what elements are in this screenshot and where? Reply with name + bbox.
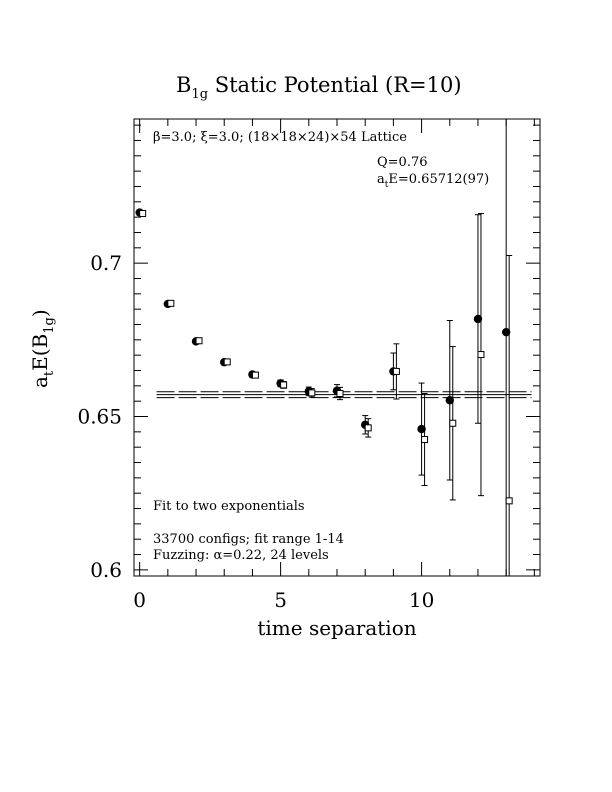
- fuzzing-annotation: Fuzzing: α=0.22, 24 levels: [153, 548, 329, 563]
- square-marker: [139, 209, 147, 217]
- x-tick-label: 10: [409, 588, 434, 612]
- square-marker: [167, 299, 175, 307]
- square-point: [421, 393, 429, 487]
- square-marker: [392, 367, 400, 375]
- circle-marker: [417, 424, 426, 434]
- square-marker: [336, 390, 344, 398]
- square-marker: [251, 371, 259, 379]
- circle-point: [445, 320, 454, 481]
- y-tick-label: 0.6: [90, 558, 122, 582]
- square-marker: [280, 381, 288, 389]
- square-marker: [505, 497, 513, 505]
- circle-marker: [501, 327, 511, 337]
- square-marker: [477, 351, 485, 359]
- square-marker: [364, 424, 372, 432]
- x-tick-label: 5: [274, 588, 287, 612]
- square-point: [139, 209, 147, 217]
- y-tick-label: 0.65: [77, 405, 122, 429]
- square-point: [364, 418, 372, 438]
- circle-point: [473, 214, 483, 424]
- square-point: [251, 371, 259, 379]
- x-axis-title: time separation: [257, 616, 416, 640]
- square-marker: [421, 436, 429, 444]
- circle-point: [417, 382, 426, 476]
- y-tick-label: 0.7: [90, 251, 122, 275]
- data-series: [135, 118, 513, 577]
- fit-energy-annotation: atE=0.65712(97): [377, 172, 489, 190]
- square-point: [477, 212, 485, 497]
- square-marker: [223, 358, 231, 366]
- square-point: [195, 337, 203, 345]
- square-point: [336, 386, 344, 401]
- square-point: [505, 254, 513, 577]
- square-point: [280, 381, 288, 389]
- fit-method-annotation: Fit to two exponentials: [153, 499, 305, 514]
- chart-title: B1g Static Potential (R=10): [176, 73, 462, 102]
- y-axis-title: atE(B1g): [28, 309, 57, 388]
- square-point: [449, 346, 457, 501]
- square-point: [308, 388, 316, 398]
- axis-ticks: 0 5 10 0.6 0.65 0.7: [77, 119, 540, 612]
- square-point: [223, 358, 231, 366]
- square-point: [167, 299, 175, 307]
- x-tick-label: 0: [133, 588, 146, 612]
- lattice-annotation: β=3.0; ξ=3.0; (18×18×24)×54 Lattice: [153, 130, 407, 145]
- circle-marker: [445, 396, 454, 405]
- square-marker: [195, 337, 203, 345]
- configs-annotation: 33700 configs; fit range 1-14: [153, 532, 344, 547]
- circle-marker: [473, 314, 483, 324]
- q-value-annotation: Q=0.76: [377, 155, 428, 170]
- fit-band: [156, 391, 532, 399]
- square-point: [392, 343, 400, 400]
- square-marker: [308, 389, 316, 397]
- square-marker: [449, 419, 457, 427]
